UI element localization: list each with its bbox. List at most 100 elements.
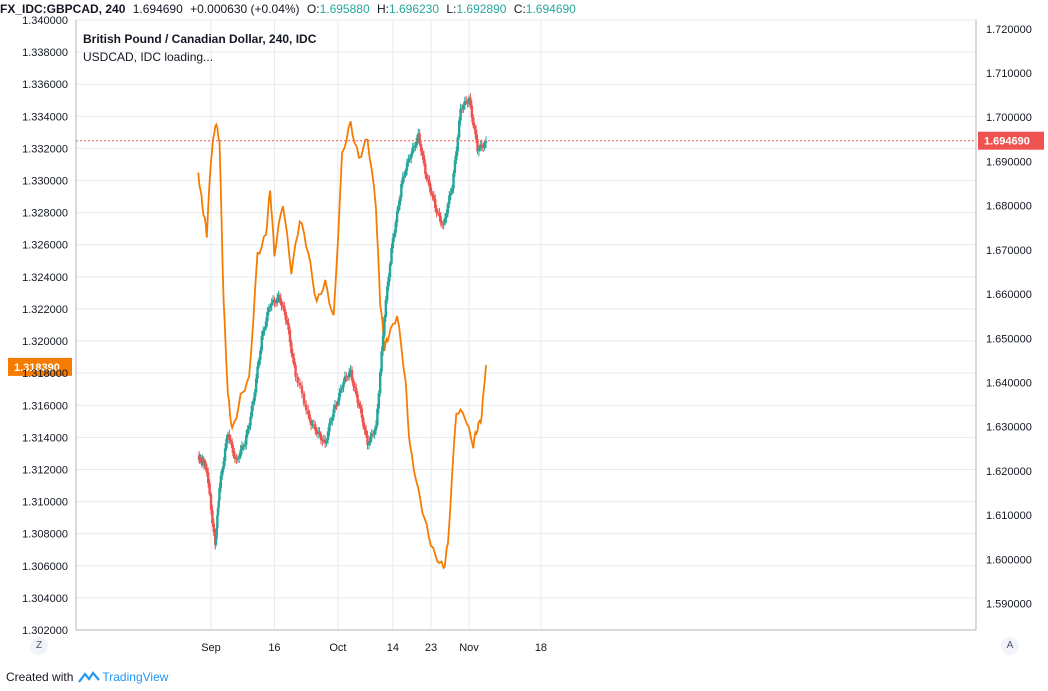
candle-body [379, 371, 382, 394]
candle-body [340, 387, 344, 390]
candle-body [432, 195, 435, 199]
candle-body [338, 392, 341, 401]
candle-body [253, 392, 256, 401]
candle-body [277, 295, 280, 298]
candle-body [362, 417, 365, 427]
candle-body [202, 459, 205, 461]
candle-body [387, 277, 390, 287]
candle-body [267, 308, 271, 312]
candle-body [321, 440, 324, 442]
left-tick-label: 1.334000 [22, 111, 68, 123]
candle-body [397, 205, 400, 212]
candle-body [355, 388, 358, 395]
candle-body [283, 305, 286, 312]
candle-body [278, 295, 282, 303]
candle-body [470, 105, 474, 118]
left-tick-label: 1.320000 [22, 336, 68, 348]
candle-body [369, 436, 372, 444]
candle-body [326, 431, 330, 441]
candle-body [370, 433, 373, 437]
candle-body [356, 394, 359, 403]
x-tick-label: 23 [425, 642, 437, 654]
left-price-tag-label: 1.318390 [14, 362, 60, 374]
candle-body [473, 125, 476, 130]
candle-body [309, 420, 313, 426]
overlay-status: USDCAD, IDC loading... [83, 50, 214, 64]
usdcad-series [197, 121, 487, 570]
symbol-label[interactable]: FX_IDC:GBPCAD, 240 [0, 2, 126, 16]
right-price-tag-label: 1.694690 [984, 136, 1030, 148]
candle-body [424, 163, 427, 175]
x-tick-label: 14 [387, 642, 399, 654]
candle-body [377, 393, 380, 409]
candle-body [329, 420, 333, 424]
candle-body [276, 297, 279, 303]
candle-body [325, 440, 328, 444]
tradingview-logo[interactable]: TradingView [78, 670, 168, 684]
candle-body [404, 170, 407, 176]
candle-body [308, 414, 311, 421]
last-price: 1.694690 [132, 2, 183, 16]
left-tick-label: 1.336000 [22, 79, 68, 91]
x-tick-label: 18 [535, 642, 547, 654]
candle-body [197, 455, 201, 460]
candle-body [284, 311, 287, 320]
left-tick-label: 1.322000 [22, 304, 68, 316]
candle-body [274, 302, 278, 304]
created-with-text: Created with [6, 670, 74, 684]
left-tick-label: 1.324000 [22, 272, 68, 284]
candle-body [216, 507, 220, 516]
left-tick-label: 1.312000 [22, 464, 68, 476]
candle-body [433, 198, 437, 209]
candle-body [453, 160, 457, 174]
candle-body [373, 430, 376, 435]
candle-body [318, 431, 321, 435]
candle-body [239, 449, 242, 457]
right-tick-label: 1.610000 [986, 510, 1032, 522]
right-tick-label: 1.620000 [986, 466, 1032, 478]
chart-grid [75, 19, 977, 631]
candle-body [294, 365, 297, 377]
candle-body [431, 193, 434, 196]
candle-body [346, 377, 349, 379]
right-tick-label: 1.650000 [986, 333, 1032, 345]
candle-body [477, 148, 481, 152]
candle-body [445, 213, 448, 218]
candle-body [443, 217, 447, 224]
candle-body [459, 108, 462, 121]
candle-body [219, 475, 223, 488]
footer: Created with TradingView [6, 670, 168, 684]
high-value: 1.696230 [388, 2, 440, 16]
candle-body [479, 144, 482, 149]
candle-body [401, 177, 404, 184]
candle-body [419, 143, 423, 152]
candle-body [290, 342, 293, 354]
candle-body [439, 216, 443, 224]
left-tick-label: 1.332000 [22, 143, 68, 155]
candle-body [339, 389, 342, 393]
candle-body [467, 97, 471, 104]
left-tick-label: 1.330000 [22, 176, 68, 188]
x-tick-label: Oct [329, 642, 346, 654]
candle-body [316, 431, 320, 434]
candle-body [411, 147, 414, 154]
candle-body [472, 117, 475, 126]
candle-body [466, 102, 469, 104]
ohlc-legend: FX_IDC:GBPCAD, 240 1.694690 +0.000630 (+… [0, 0, 1048, 18]
left-tick-label: 1.314000 [22, 432, 68, 444]
candle-body [205, 467, 208, 473]
candle-body [238, 456, 241, 459]
candle-body [214, 532, 217, 545]
low-label: L: [446, 2, 457, 16]
candle-body [291, 353, 294, 359]
left-price-tag [8, 357, 72, 376]
candle-body [312, 424, 316, 426]
auto-scale-right-button[interactable]: A [1001, 637, 1019, 655]
candle-body [407, 159, 410, 163]
candle-body [203, 464, 206, 466]
open-value: 1.695880 [319, 2, 370, 16]
candle-body [390, 247, 393, 264]
auto-scale-left-button[interactable]: Z [30, 637, 48, 655]
candle-body [240, 445, 244, 450]
